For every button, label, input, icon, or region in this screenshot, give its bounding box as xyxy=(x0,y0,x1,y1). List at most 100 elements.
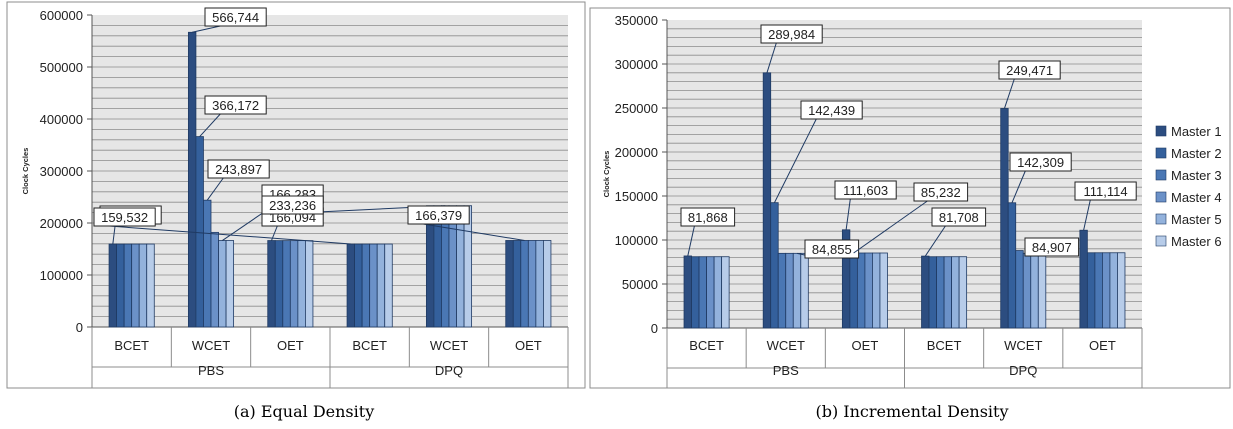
y-tick-label: 350000 xyxy=(615,13,658,28)
data-label-leader xyxy=(853,200,928,254)
bar xyxy=(267,240,276,328)
caption-a: (a) Equal Density xyxy=(234,402,374,421)
chart-equal-density: 0 100000 200000 300000 400000 500000 600000 Clo… xyxy=(6,1,586,389)
y-tick-label: 600000 xyxy=(40,8,83,23)
y-tick-label: 300000 xyxy=(615,57,658,72)
data-label-box xyxy=(1074,181,1137,201)
bar xyxy=(1079,229,1088,329)
bar xyxy=(354,243,363,328)
data-label-leader xyxy=(206,177,224,201)
y-tick-label: 300000 xyxy=(40,164,83,179)
data-label: 142,309 xyxy=(1017,155,1064,170)
y-tick-label: 100000 xyxy=(40,268,83,283)
bar xyxy=(856,252,866,329)
bar xyxy=(777,252,787,329)
bar xyxy=(218,240,227,328)
bar xyxy=(691,256,700,329)
bar xyxy=(203,199,212,328)
bar xyxy=(713,256,723,329)
data-label: 233,236 xyxy=(269,198,316,213)
data-label-leader xyxy=(766,42,777,73)
data-label: 366,172 xyxy=(212,98,259,113)
data-label-leader xyxy=(687,225,695,257)
data-label-box xyxy=(931,207,987,227)
bar xyxy=(800,252,809,329)
legend-swatch xyxy=(1155,235,1167,247)
legend-swatch xyxy=(1155,125,1167,137)
data-label-box xyxy=(93,207,156,227)
x-group-label: DPQ xyxy=(435,363,463,378)
x-tick-label: OET xyxy=(1089,338,1116,353)
bar xyxy=(131,243,140,328)
bar xyxy=(282,240,291,328)
data-label-box xyxy=(407,205,470,225)
legend-swatch xyxy=(1155,169,1167,181)
data-label: 81,868 xyxy=(688,210,728,225)
x-group-label: DPQ xyxy=(1009,363,1037,378)
data-label-leader xyxy=(109,225,351,245)
bar xyxy=(958,256,968,329)
bar xyxy=(225,240,235,328)
legend-swatch xyxy=(1155,147,1167,159)
data-label-leader xyxy=(423,223,525,241)
legend-label: Master 2 xyxy=(1171,146,1222,161)
data-label-box xyxy=(1024,237,1080,257)
bar xyxy=(346,243,355,328)
data-label-leader xyxy=(192,25,221,33)
legend-label: Master 5 xyxy=(1171,212,1222,227)
bar xyxy=(305,240,314,328)
bar xyxy=(210,231,219,328)
bar xyxy=(535,240,544,328)
bar xyxy=(792,252,802,329)
bar xyxy=(1109,252,1118,329)
data-label-leader xyxy=(1083,199,1091,231)
bar xyxy=(512,240,522,328)
data-label: 84,907 xyxy=(1032,240,1072,255)
y-tick-label: 0 xyxy=(651,321,658,336)
bar xyxy=(543,240,552,328)
data-label: 84,855 xyxy=(812,242,852,257)
data-label-box xyxy=(760,24,823,44)
y-tick-label: 150000 xyxy=(615,189,658,204)
y-tick-label: 250000 xyxy=(615,101,658,116)
bar xyxy=(1022,252,1032,329)
bar xyxy=(943,256,953,329)
bar xyxy=(698,256,707,329)
bar xyxy=(376,243,386,328)
data-label-box xyxy=(204,95,267,115)
bar xyxy=(116,243,125,328)
data-label-box xyxy=(1009,152,1072,172)
x-tick-label: BCET xyxy=(689,338,724,353)
y-axis-title: Clock Cycles xyxy=(21,148,30,195)
x-tick-label: WCET xyxy=(192,338,230,353)
bar xyxy=(864,252,873,329)
x-tick-label: BCET xyxy=(352,338,387,353)
data-label-box xyxy=(261,195,324,215)
bar xyxy=(1007,202,1017,329)
caption-b: (b) Incremental Density xyxy=(815,402,1008,421)
bar xyxy=(1117,252,1126,329)
y-tick-label: 50000 xyxy=(622,277,658,292)
x-tick-label: WCET xyxy=(1004,338,1042,353)
bar xyxy=(369,243,378,328)
data-label-box xyxy=(204,7,267,27)
bar xyxy=(297,240,306,328)
bar xyxy=(1086,252,1096,329)
bar xyxy=(361,243,371,328)
bar xyxy=(123,243,133,328)
legend-swatch xyxy=(1155,213,1167,225)
y-tick-label: 500000 xyxy=(40,60,83,75)
y-tick-label: 100000 xyxy=(615,233,658,248)
legend-swatch xyxy=(1155,191,1167,203)
x-tick-label: OET xyxy=(515,338,542,353)
bar xyxy=(1000,108,1009,329)
data-label-leader xyxy=(199,113,221,137)
plot-area xyxy=(667,20,1142,328)
bar xyxy=(849,252,858,329)
data-label: 159,532 xyxy=(101,210,148,225)
bar xyxy=(1102,252,1111,329)
legend-label: Master 6 xyxy=(1171,234,1222,249)
x-tick-label: WCET xyxy=(430,338,468,353)
bar xyxy=(706,256,715,329)
bar xyxy=(146,243,155,328)
